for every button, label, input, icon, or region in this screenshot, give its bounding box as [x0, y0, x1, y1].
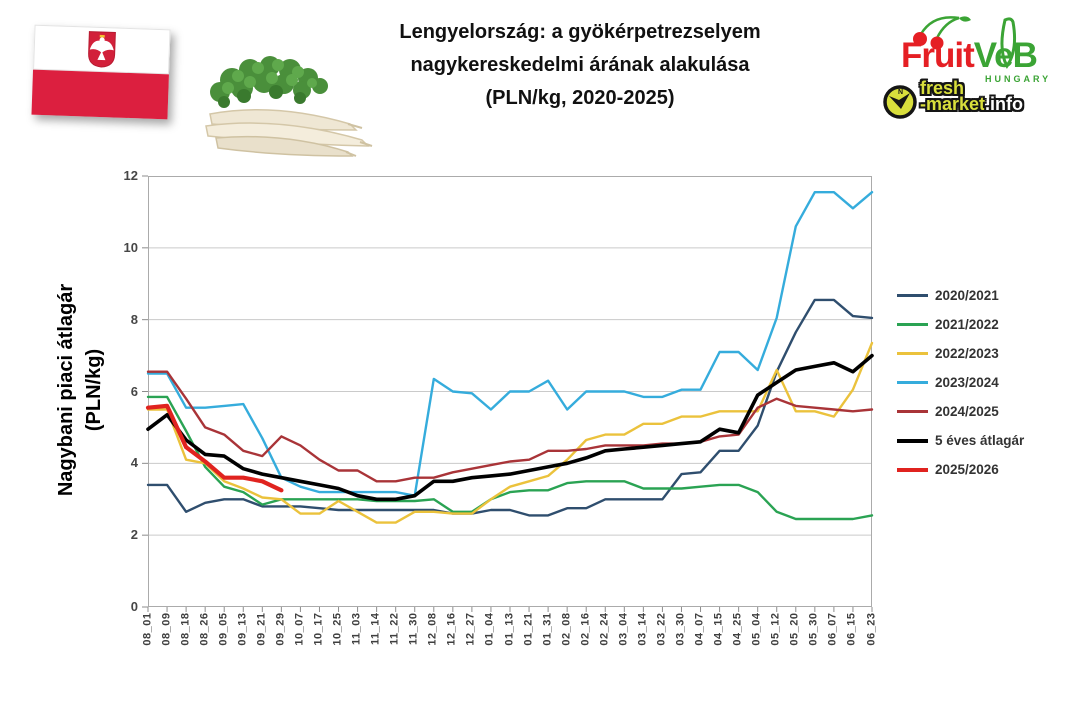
x-tick-label: 03_14 [636, 612, 649, 646]
chart-title: Lengyelország: a gyökérpetrezselyem nagy… [399, 21, 761, 109]
compass-icon: N [883, 85, 917, 119]
x-tick-label: 11_14 [369, 612, 382, 645]
legend-line-swatch [897, 410, 928, 413]
x-tick-label: 02_16 [579, 612, 592, 646]
series-line-5-éves-átlagár [146, 353, 874, 502]
legend-label: 5 éves átlagár [935, 433, 1025, 448]
y-tick-label: 12 [123, 168, 138, 183]
x-tick-label: 11_03 [350, 612, 363, 645]
plot-border [148, 176, 872, 607]
legend-line-swatch [897, 294, 928, 297]
x-tick-label: 05_20 [788, 612, 801, 646]
legend-line-swatch [897, 323, 928, 326]
chart-legend: 2020/2021 2021/2022 2022/2023 2023/2024 2024… [897, 281, 1024, 484]
legend-label: 2025/2026 [935, 462, 999, 477]
legend-line-swatch [897, 352, 928, 355]
legend-item: 2022/2023 [897, 339, 1024, 368]
series-line-2023-2024 [146, 191, 874, 497]
x-tick-label: 04_25 [731, 612, 744, 646]
x-tick-label: 05_30 [807, 612, 820, 646]
x-tick-label: 10_07 [293, 612, 306, 646]
freshmarket-logo: N fresh -market.info [882, 78, 1052, 123]
x-tick-label: 02_08 [560, 612, 573, 646]
poland-eagle-emblem [88, 31, 116, 68]
flag-red-stripe [31, 69, 169, 120]
y-tick-label: 8 [130, 311, 138, 327]
legend-item: 2025/2026 [897, 455, 1024, 484]
x-tick-label: 10_25 [331, 612, 344, 646]
legend-label: 2021/2022 [935, 317, 999, 332]
x-tick-label: 12_27 [464, 612, 477, 646]
series-line-2025-2026 [145, 403, 284, 493]
x-tick-label: 04_07 [693, 612, 706, 646]
x-tick-label: 08_01 [141, 612, 153, 646]
x-tick-label: 03_22 [655, 612, 668, 646]
series-line-2021-2022 [146, 395, 874, 521]
parsley-image [205, 56, 373, 157]
fruitveb-logo: FruitVeB HUNGARY [893, 12, 1073, 84]
x-tick-label: 09_21 [255, 612, 268, 646]
cherry-pepper-icon [913, 16, 1016, 69]
legend-item: 2020/2021 [897, 281, 1024, 310]
svg-text:N: N [898, 89, 903, 96]
legend-line-swatch [897, 467, 928, 472]
legend-label: 2022/2023 [935, 346, 999, 361]
x-tick-label: 12_08 [426, 612, 439, 646]
x-tick-label: 05_04 [750, 612, 763, 646]
plot-area [142, 175, 874, 612]
x-tick-label: 01_04 [483, 612, 496, 646]
x-tick-label: 01_31 [541, 612, 554, 646]
legend-line-swatch [897, 438, 928, 443]
x-tick-label: 08_18 [179, 612, 192, 646]
y-tick-label: 2 [130, 527, 138, 543]
x-tick-label: 11_30 [407, 612, 420, 645]
fruitveb-wordmark: FruitVeB [901, 36, 1038, 75]
x-tick-label: 06_07 [826, 612, 839, 646]
poland-flag [31, 24, 171, 120]
series-line-2020-2021 [146, 298, 874, 517]
series-line-2022-2023 [146, 341, 874, 524]
legend-line-swatch [897, 381, 928, 384]
y-tick-label: 10 [123, 239, 138, 255]
x-tick-label: 04_15 [712, 612, 725, 646]
x-tick-label: 09_05 [217, 612, 230, 646]
y-tick-label: 4 [130, 455, 138, 471]
legend-item: 2023/2024 [897, 368, 1024, 397]
x-tick-label: 02_24 [598, 612, 611, 646]
x-tick-label: 09_13 [236, 612, 249, 646]
legend-label: 2023/2024 [935, 375, 999, 390]
x-tick-label: 03_30 [674, 612, 687, 646]
legend-label: 2024/2025 [935, 404, 999, 419]
x-tick-label: 01_13 [503, 612, 515, 646]
legend-item: 5 éves átlagár [897, 426, 1024, 455]
y-tick-label: 0 [130, 599, 138, 614]
legend-item: 2024/2025 [897, 397, 1024, 426]
x-tick-label: 05_12 [769, 612, 782, 646]
x-tick-label: 11_22 [388, 612, 401, 645]
y-tick-label: 6 [130, 383, 138, 399]
legend-item: 2021/2022 [897, 310, 1024, 339]
series-line-2024-2025 [146, 370, 874, 483]
x-tick-label: 06_23 [865, 612, 877, 646]
x-tick-label: 10_17 [312, 612, 325, 646]
freshmarket-wordmark: fresh -market.info [920, 78, 1024, 114]
legend-label: 2020/2021 [935, 288, 999, 303]
x-tick-label: 09_29 [274, 612, 287, 646]
x-tick-label: 01_21 [522, 612, 535, 646]
fruitveb-hungary-label: HUNGARY [985, 74, 1052, 84]
x-tick-label: 08_26 [198, 612, 211, 646]
x-tick-label: 06_15 [845, 612, 858, 646]
x-tick-label: 03_04 [617, 612, 630, 646]
x-tick-label: 08_09 [160, 612, 173, 646]
x-tick-label: 12_16 [445, 612, 458, 646]
